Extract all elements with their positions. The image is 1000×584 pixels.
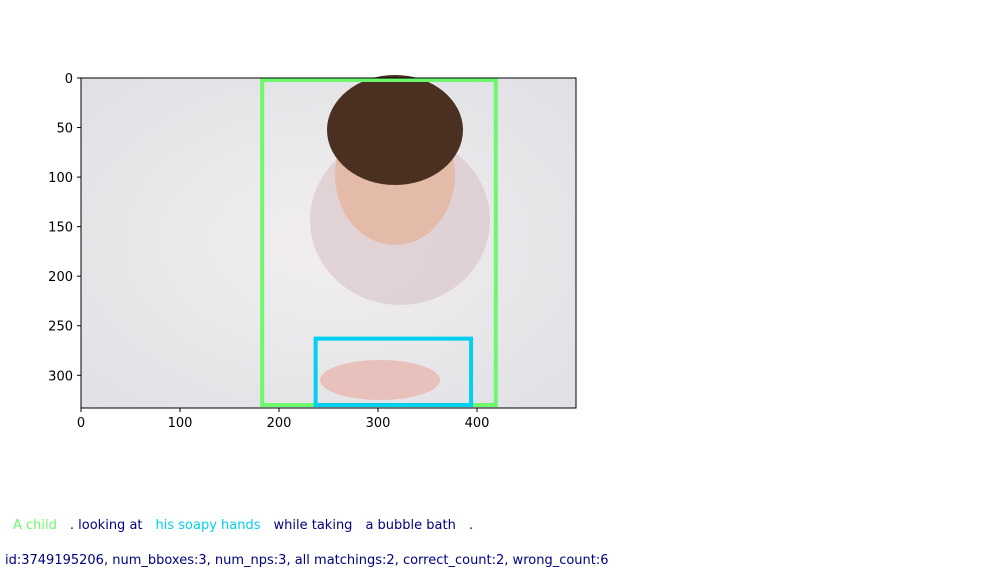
y-tick-label: 300 xyxy=(48,369,73,384)
caption-phrase: . looking at xyxy=(70,518,143,533)
caption-phrase: A child xyxy=(13,518,57,533)
y-tick-label: 0 xyxy=(65,72,73,87)
x-tick-label: 200 xyxy=(267,416,292,431)
axes-frame xyxy=(80,77,577,409)
caption-phrase: while taking xyxy=(274,518,353,533)
y-tick-label: 200 xyxy=(48,270,73,285)
y-tick-label: 150 xyxy=(48,221,73,236)
caption-phrase: . xyxy=(469,518,473,533)
x-tick-label: 0 xyxy=(77,416,85,431)
caption-phrase: his soapy hands xyxy=(156,518,261,533)
photo xyxy=(81,75,576,408)
x-tick-label: 300 xyxy=(366,416,391,431)
caption-phrase: a bubble bath xyxy=(365,518,455,533)
y-tick-label: 250 xyxy=(48,320,73,335)
x-tick-label: 100 xyxy=(168,416,193,431)
bounding-box xyxy=(313,336,474,408)
y-tick-label: 100 xyxy=(48,171,73,186)
x-tick-label: 400 xyxy=(465,416,490,431)
y-tick-label: 50 xyxy=(56,122,73,137)
info-line: id:3749195206, num_bboxes:3, num_nps:3, … xyxy=(5,553,609,568)
